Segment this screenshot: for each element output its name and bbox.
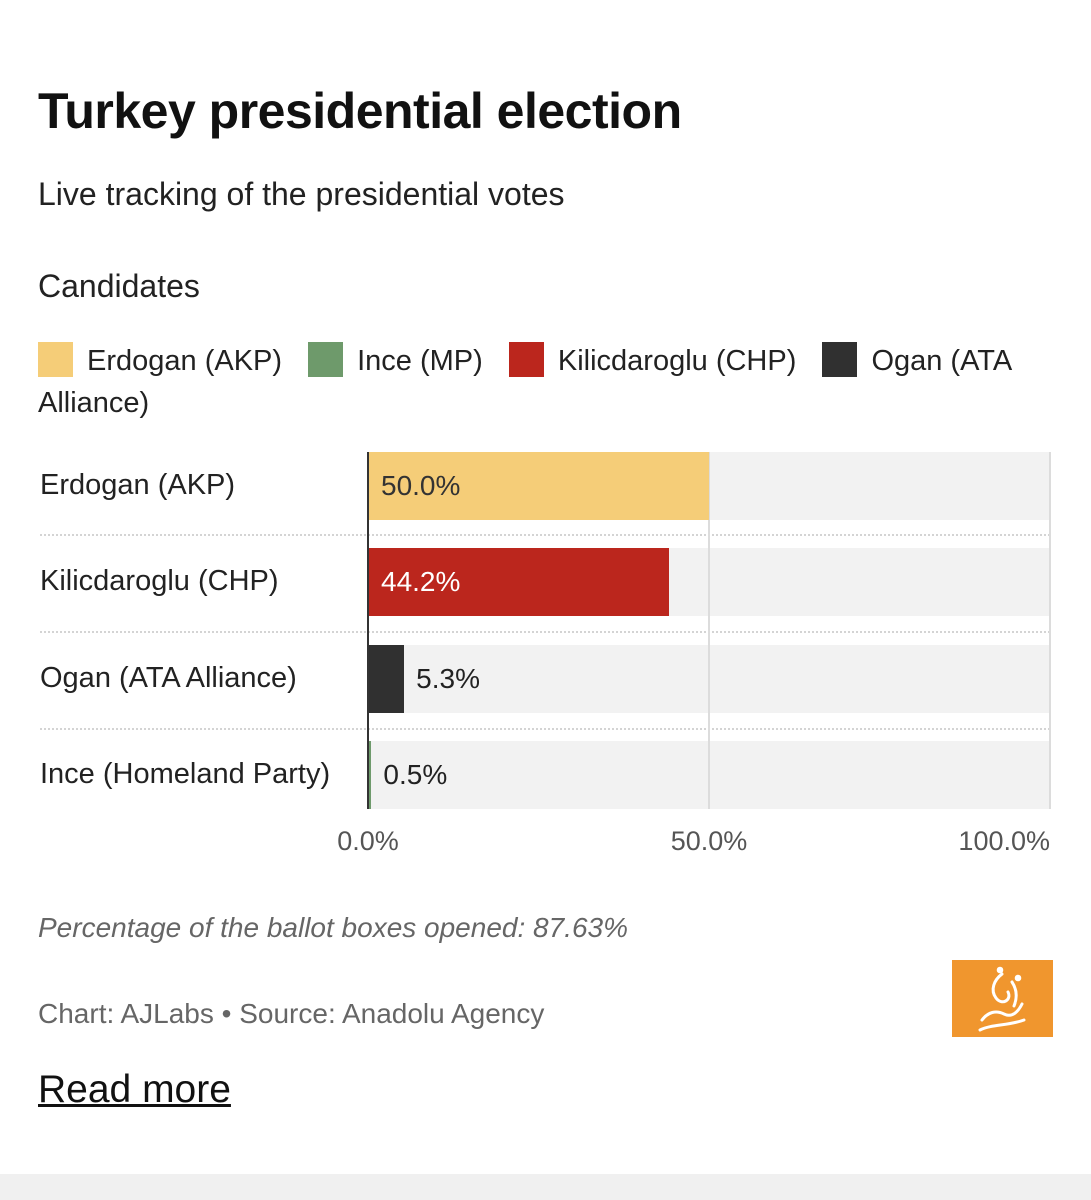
chart-title: Turkey presidential election (38, 83, 682, 139)
al-jazeera-logo (952, 960, 1053, 1037)
bar-value-label: 50.0% (381, 470, 461, 501)
bar (368, 548, 670, 616)
bar-value-label: 44.2% (381, 566, 461, 597)
legend-label: Ince (MP) (357, 345, 483, 377)
legend-item-ogan: Ogan (ATA Alliance) (38, 342, 1011, 419)
legend-item-kilicdaroglu: Kilicdaroglu (CHP) (508, 342, 797, 377)
legend-label: Ogan (ATA Alliance) (38, 345, 1011, 419)
legend-item-erdogan: Erdogan (AKP) (38, 342, 283, 377)
bar (368, 645, 405, 713)
ballot-boxes-note: Percentage of the ballot boxes opened: 8… (38, 912, 628, 943)
bar-value-label: 0.5% (383, 759, 448, 790)
row-separator (40, 631, 1050, 633)
category-label: Kilicdaroglu (CHP) (40, 565, 279, 597)
bar-value-label: 5.3% (416, 663, 480, 694)
category-label: Ogan (ATA Alliance) (40, 662, 297, 694)
legend-item-ince: Ince (MP) (308, 342, 483, 377)
read-more-link[interactable]: Read more (38, 1068, 231, 1111)
legend-swatch (38, 342, 73, 377)
category-label: Erdogan (AKP) (40, 469, 236, 501)
x-tick-label: 50.0% (670, 826, 748, 856)
legend-swatch (308, 342, 344, 377)
grid-line (708, 452, 710, 809)
x-tick-label: 0.0% (337, 826, 399, 856)
bar (368, 452, 709, 520)
zero-axis-line (367, 452, 369, 809)
row-separator (40, 534, 1050, 536)
legend-title: Candidates (38, 268, 200, 304)
legend-label: Erdogan (AKP) (87, 345, 283, 377)
row-separator (40, 728, 1050, 730)
chart-source: Chart: AJLabs • Source: Anadolu Agency (38, 998, 545, 1029)
legend-swatch (508, 342, 544, 377)
category-label: Ince (Homeland Party) (40, 758, 331, 790)
grid-line (1049, 452, 1051, 809)
legend-label: Kilicdaroglu (CHP) (557, 345, 797, 377)
chart-subtitle: Live tracking of the presidential votes (38, 176, 565, 212)
legend: Erdogan (AKP) Ince (MP) Kilicdaroglu (CH… (38, 340, 1048, 424)
bottom-strip (0, 1174, 1091, 1200)
bar (368, 741, 372, 809)
legend-swatch (822, 342, 858, 377)
x-tick-label: 100.0% (958, 826, 1050, 856)
